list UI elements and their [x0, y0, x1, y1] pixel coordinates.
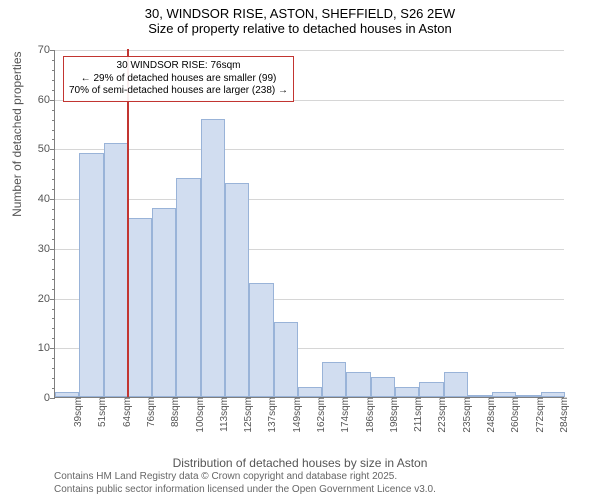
plot-area: 01020304050607039sqm51sqm64sqm76sqm88sqm… — [54, 50, 564, 398]
footer: Contains HM Land Registry data © Crown c… — [54, 471, 436, 496]
bar — [322, 362, 346, 397]
xtick-label: 64sqm — [120, 397, 133, 427]
annotation-line3: 70% of semi-detached houses are larger (… — [69, 85, 288, 98]
ytick-label: 20 — [38, 293, 55, 305]
chart-title: 30, WINDSOR RISE, ASTON, SHEFFIELD, S26 … — [0, 0, 600, 36]
xtick-label: 223sqm — [435, 397, 448, 433]
yminor-mark — [52, 70, 55, 71]
bar — [225, 183, 249, 397]
xtick-label: 137sqm — [265, 397, 278, 433]
yminor-mark — [52, 219, 55, 220]
ytick-label: 30 — [38, 243, 55, 255]
bar — [249, 283, 273, 397]
bar — [371, 377, 395, 397]
yminor-mark — [52, 279, 55, 280]
yminor-mark — [52, 328, 55, 329]
bar — [395, 387, 419, 397]
xtick-label: 88sqm — [168, 397, 181, 427]
bar — [419, 382, 443, 397]
xtick-label: 260sqm — [508, 397, 521, 433]
annotation-line2: ← 29% of detached houses are smaller (99… — [69, 73, 288, 86]
ytick-label: 70 — [38, 44, 55, 56]
yminor-mark — [52, 139, 55, 140]
annotation-line1: 30 WINDSOR RISE: 76sqm — [69, 60, 288, 73]
bar — [201, 119, 225, 397]
bar — [104, 143, 128, 397]
yminor-mark — [52, 189, 55, 190]
xtick-label: 100sqm — [193, 397, 206, 433]
yminor-mark — [52, 130, 55, 131]
title-line1: 30, WINDSOR RISE, ASTON, SHEFFIELD, S26 … — [0, 6, 600, 21]
xtick-label: 248sqm — [484, 397, 497, 433]
grid-line — [55, 50, 564, 51]
yminor-mark — [52, 159, 55, 160]
xtick-label: 174sqm — [338, 397, 351, 433]
yminor-mark — [52, 239, 55, 240]
yminor-mark — [52, 269, 55, 270]
y-axis-label: Number of detached properties — [10, 51, 24, 216]
yminor-mark — [52, 209, 55, 210]
xtick-label: 149sqm — [290, 397, 303, 433]
yminor-mark — [52, 309, 55, 310]
yminor-mark — [52, 289, 55, 290]
yminor-mark — [52, 318, 55, 319]
bar — [79, 153, 103, 397]
xtick-label: 125sqm — [241, 397, 254, 433]
footer-line1: Contains HM Land Registry data © Crown c… — [54, 471, 436, 484]
ytick-label: 60 — [38, 94, 55, 106]
yminor-mark — [52, 169, 55, 170]
xtick-label: 76sqm — [144, 397, 157, 427]
x-axis-label: Distribution of detached houses by size … — [0, 456, 600, 470]
xtick-label: 272sqm — [533, 397, 546, 433]
xtick-label: 198sqm — [387, 397, 400, 433]
xtick-label: 235sqm — [460, 397, 473, 433]
bar — [128, 218, 152, 397]
footer-line2: Contains public sector information licen… — [54, 484, 436, 497]
ytick-label: 10 — [38, 342, 55, 354]
xtick-label: 113sqm — [217, 397, 230, 432]
yminor-mark — [52, 90, 55, 91]
bar — [152, 208, 176, 397]
yminor-mark — [52, 358, 55, 359]
bar — [176, 178, 200, 397]
bar — [274, 322, 298, 397]
grid-line — [55, 149, 564, 150]
annotation-box: 30 WINDSOR RISE: 76sqm ← 29% of detached… — [63, 56, 294, 102]
xtick-label: 51sqm — [95, 397, 108, 427]
xtick-label: 39sqm — [71, 397, 84, 427]
xtick-label: 211sqm — [411, 397, 424, 432]
yminor-mark — [52, 80, 55, 81]
yminor-mark — [52, 229, 55, 230]
xtick-label: 284sqm — [557, 397, 570, 433]
bar — [444, 372, 468, 397]
chart-container: 30, WINDSOR RISE, ASTON, SHEFFIELD, S26 … — [0, 0, 600, 500]
xtick-label: 162sqm — [314, 397, 327, 433]
yminor-mark — [52, 60, 55, 61]
yminor-mark — [52, 338, 55, 339]
ytick-label: 0 — [44, 392, 55, 404]
yminor-mark — [52, 388, 55, 389]
yminor-mark — [52, 120, 55, 121]
xtick-label: 186sqm — [363, 397, 376, 433]
bar — [298, 387, 322, 397]
yminor-mark — [52, 179, 55, 180]
yminor-mark — [52, 368, 55, 369]
yminor-mark — [52, 110, 55, 111]
ytick-label: 40 — [38, 193, 55, 205]
grid-line — [55, 199, 564, 200]
yminor-mark — [52, 259, 55, 260]
yminor-mark — [52, 378, 55, 379]
ytick-label: 50 — [38, 143, 55, 155]
bar — [346, 372, 370, 397]
title-line2: Size of property relative to detached ho… — [0, 21, 600, 36]
